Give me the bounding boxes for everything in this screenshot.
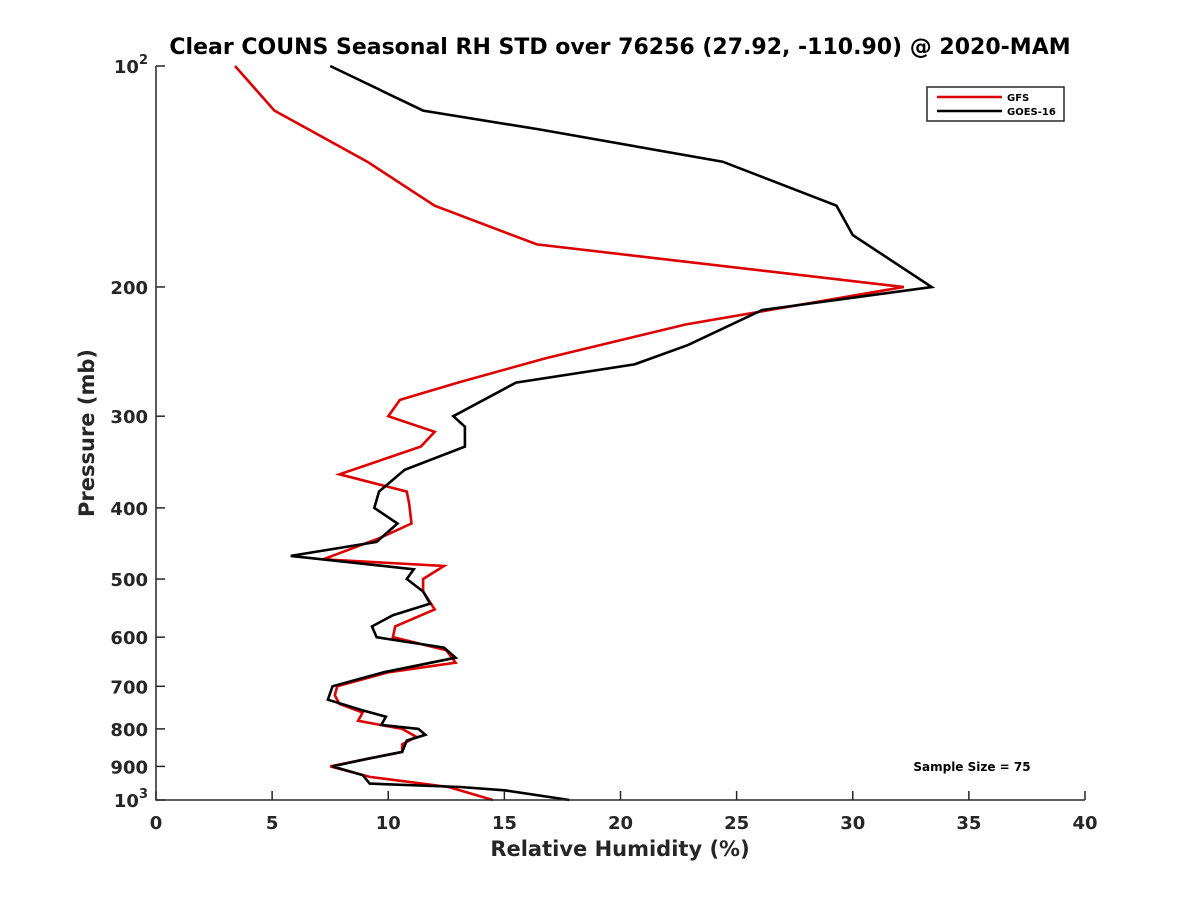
y-axis-ticks: 102 200 300 400 500 600 700 800 900 103 <box>110 53 165 812</box>
legend: GFS GOES-16 <box>926 86 1065 122</box>
x-tick-label: 35 <box>956 813 981 834</box>
x-tick-label: 5 <box>266 813 279 834</box>
x-tick-label: 20 <box>608 813 633 834</box>
x-axis-ticks: 0 5 10 15 20 25 30 35 40 <box>150 791 1098 834</box>
y-tick-label: 500 <box>110 570 148 591</box>
sample-size-annotation: Sample Size = 75 <box>913 760 1030 774</box>
y-tick-label: 300 <box>110 407 148 428</box>
x-tick-label: 40 <box>1072 813 1097 834</box>
y-tick-label: 600 <box>110 628 148 649</box>
legend-entry-label: GOES-16 <box>1007 107 1056 118</box>
x-tick-label: 0 <box>150 813 163 834</box>
y-tick-label: 400 <box>110 499 148 520</box>
legend-entry-label: GFS <box>1007 93 1029 104</box>
x-tick-label: 15 <box>492 813 517 834</box>
plot-area: 0 5 10 15 20 25 30 35 40 102 200 300 400 500 600 700 80… <box>110 53 1097 834</box>
y-tick-label: 900 <box>110 757 148 778</box>
x-tick-label: 10 <box>376 813 401 834</box>
x-tick-label: 25 <box>724 813 749 834</box>
x-axis-label: Relative Humidity (%) <box>490 837 749 861</box>
chart-title: Clear COUNS Seasonal RH STD over 76256 (… <box>169 35 1070 60</box>
y-axis-label: Pressure (mb) <box>75 349 99 517</box>
y-tick-label: 102 <box>114 53 148 78</box>
y-tick-label: 103 <box>114 787 148 812</box>
y-tick-label: 700 <box>110 677 148 698</box>
series-layer <box>234 64 936 802</box>
legend-box <box>926 86 1065 122</box>
y-tick-label: 800 <box>110 720 148 741</box>
y-tick-label: 200 <box>110 278 148 299</box>
x-tick-label: 30 <box>840 813 865 834</box>
series-line-goes-16 <box>290 64 936 802</box>
